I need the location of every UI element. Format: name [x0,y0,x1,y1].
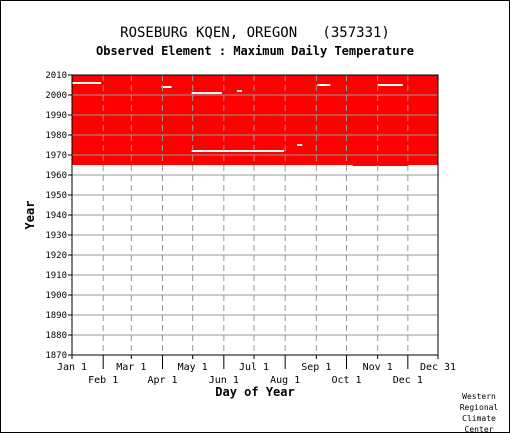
chart-title: ROSEBURG KQEN, OREGON (357331) [120,25,390,41]
y-axis-ticks: 1870 1880 1890 1900 1910 1920 1930 1940 1950 1960… [45,71,72,361]
y-tick-label: 1950 [45,191,67,201]
x-tick-label: Dec 31 [420,362,456,373]
x-tick-label: Aug 1 [270,375,300,386]
x-tick-label: Sep 1 [301,362,331,373]
missing-data-layer [72,82,403,152]
y-tick-label: 1910 [45,271,67,281]
chart-subtitle: Observed Element : Maximum Daily Tempera… [96,44,414,58]
x-axis-label: Day of Year [215,385,294,399]
missing-segment [317,84,331,86]
x-tick-label: Nov 1 [363,362,393,373]
y-tick-label: 1960 [45,171,67,181]
x-tick-label: Mar 1 [116,362,146,373]
missing-segment [377,84,403,86]
missing-segment [191,150,285,152]
y-tick-label: 1880 [45,331,67,341]
missing-segment [161,86,172,88]
y-tick-label: 1940 [45,211,67,221]
x-tick-label: Apr 1 [147,375,177,386]
credit-line: Regional [459,403,499,412]
y-tick-label: 1920 [45,251,67,261]
data-coverage-layer [72,75,438,166]
x-tick-label: Feb 1 [88,375,118,386]
credit-line: Western [462,392,496,401]
y-tick-label: 1990 [45,111,67,121]
gridlines [72,75,438,355]
wrcc-credit: Western Regional Climate Center [453,391,505,435]
y-tick-label: 1980 [45,131,67,141]
credit-line: Center [464,425,494,434]
x-tick-label: Jan 1 [57,362,87,373]
y-tick-label: 1890 [45,311,67,321]
x-tick-label: Oct 1 [331,375,361,386]
x-tick-label: Jun 1 [209,375,239,386]
y-tick-label: 2000 [45,91,67,101]
missing-segment [236,90,242,92]
missing-segment [297,144,303,146]
missing-segment [191,92,222,94]
coverage-block [223,163,254,165]
x-tick-label: Jul 1 [239,362,269,373]
y-tick-label: 1930 [45,231,67,241]
credit-line: Climate [462,414,496,423]
y-tick-label: 1970 [45,151,67,161]
missing-segment [72,82,102,84]
x-tick-label: Dec 1 [393,375,423,386]
y-tick-label: 1870 [45,351,67,361]
coverage-block [352,165,408,166]
y-tick-label: 1900 [45,291,67,301]
y-tick-label: 2010 [45,71,67,81]
x-axis-ticks: Jan 1 Mar 1 May 1 Jul 1 Sep 1 Nov 1 Dec 31 Feb … [57,355,456,386]
x-tick-label: May 1 [178,362,208,373]
y-axis-label: Year [23,201,37,230]
